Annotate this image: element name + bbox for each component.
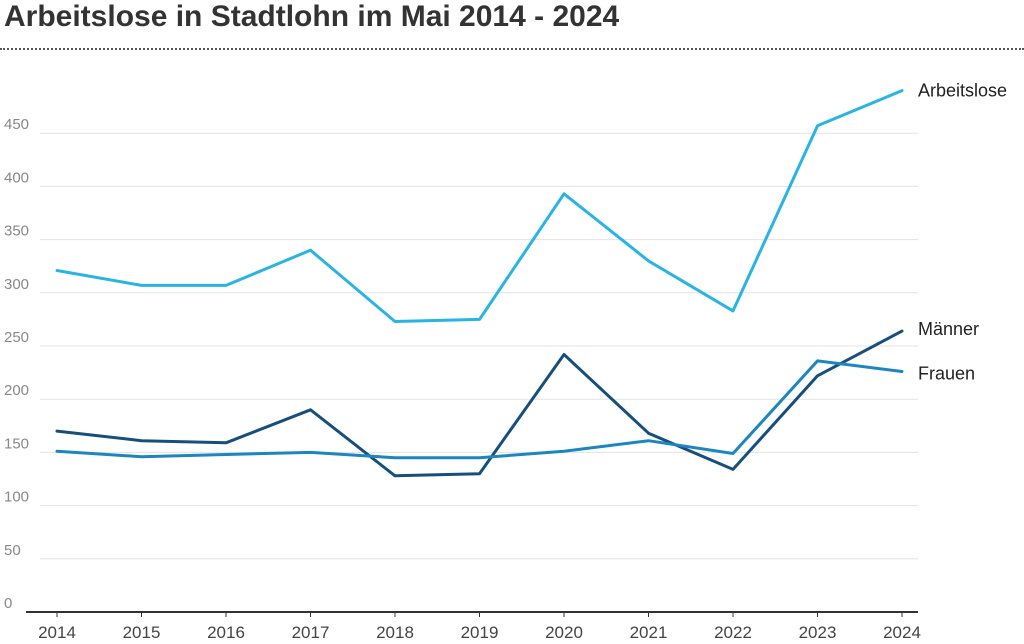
- y-tick-label: 350: [4, 223, 29, 240]
- series-label-frauen: Frauen: [918, 364, 975, 384]
- x-tick-label: 2022: [714, 623, 752, 642]
- x-tick-label: 2020: [545, 623, 583, 642]
- x-tick-label: 2023: [799, 623, 837, 642]
- axis-layer: 0 50 100 150 200 250 300 350 400 450 2014 2015 2016 2…: [4, 116, 921, 642]
- series-line-arbeitslose: [55, 89, 904, 323]
- x-tick-label: 2021: [630, 623, 668, 642]
- series-line-männer: [55, 329, 904, 478]
- x-tick-label: 2024: [883, 623, 921, 642]
- series-label-männer: Männer: [918, 319, 979, 339]
- y-tick-label: 400: [4, 169, 29, 186]
- grid-layer: [40, 132, 918, 560]
- x-tick-label: 2019: [461, 623, 499, 642]
- title-divider: [0, 48, 1024, 50]
- x-tick-label: 2015: [123, 623, 161, 642]
- y-tick-label: 300: [4, 276, 29, 293]
- series-line-frauen: [55, 359, 904, 460]
- y-tick-label: 450: [4, 116, 29, 133]
- x-tick-label: 2014: [38, 623, 76, 642]
- label-layer: Arbeitslose Männer Frauen: [918, 81, 1007, 384]
- y-tick-label: 50: [4, 542, 21, 559]
- series-label-arbeitslose: Arbeitslose: [918, 81, 1007, 101]
- y-tick-label: 100: [4, 489, 29, 506]
- y-tick-label: 150: [4, 435, 29, 452]
- y-tick-label: 0: [4, 595, 12, 612]
- chart-title: Arbeitslose in Stadtlohn im Mai 2014 - 2…: [4, 0, 620, 33]
- series-layer: [55, 89, 904, 478]
- x-tick-label: 2018: [376, 623, 414, 642]
- y-tick-label: 200: [4, 382, 29, 399]
- y-tick-label: 250: [4, 329, 29, 346]
- x-tick-label: 2016: [207, 623, 245, 642]
- x-tick-label: 2017: [292, 623, 330, 642]
